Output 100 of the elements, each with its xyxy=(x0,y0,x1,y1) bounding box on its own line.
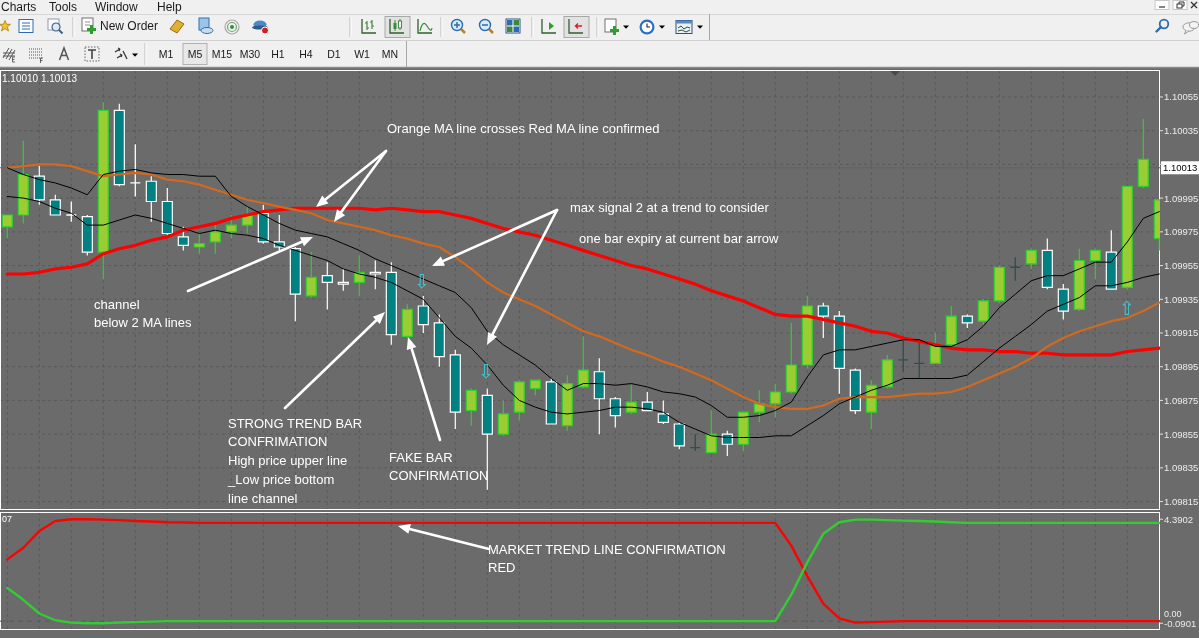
candlestick xyxy=(337,268,349,292)
candlestick xyxy=(625,384,637,415)
y-tick-label: 1.09835 xyxy=(1164,462,1199,474)
candlestick xyxy=(65,200,77,223)
candlestick xyxy=(497,399,509,437)
candlestick xyxy=(689,433,701,452)
y-tick-label: 1.09875 xyxy=(1164,394,1199,406)
annotation: Orange MA line crosses Red MA line confirmed xyxy=(387,120,660,136)
text: M30 xyxy=(239,48,261,60)
annotation: channel below 2 MA lines xyxy=(94,296,193,331)
candlestick xyxy=(993,264,1005,304)
annotation: ⇧ xyxy=(1118,296,1135,319)
candlestick xyxy=(817,302,829,339)
candlestick xyxy=(593,357,605,435)
y-tick-label: -0.0901 xyxy=(1164,617,1197,629)
candlestick xyxy=(577,335,589,390)
candlestick xyxy=(433,313,445,368)
candlestick xyxy=(465,388,477,427)
candlestick xyxy=(1057,283,1069,321)
annotation: one bar expiry at current bar arrow xyxy=(579,230,780,246)
candlestick xyxy=(401,303,413,339)
candlestick xyxy=(33,165,45,206)
candlestick xyxy=(257,204,269,245)
candlestick xyxy=(193,232,205,255)
candlestick xyxy=(961,313,973,329)
y-tick-label: 1.09995 xyxy=(1164,192,1199,204)
candlestick xyxy=(833,310,845,395)
y-tick-label: 1.09955 xyxy=(1164,260,1199,272)
candlestick xyxy=(545,377,557,425)
candlestick xyxy=(897,339,909,373)
y-tick-label: 1.09915 xyxy=(1164,327,1199,339)
candlestick xyxy=(209,224,221,255)
candlestick xyxy=(529,379,541,396)
candlestick xyxy=(417,295,429,334)
y-tick-label: 1.09815 xyxy=(1164,496,1199,508)
candlestick xyxy=(305,251,317,299)
candlestick xyxy=(673,421,685,450)
annotation: 1.10010 1.10013 xyxy=(2,72,78,84)
candlestick xyxy=(1121,185,1133,290)
candlestick xyxy=(369,259,381,290)
candlestick xyxy=(753,389,765,423)
text: H4 xyxy=(299,48,313,60)
annotation: max signal 2 at a trend to consider xyxy=(570,199,770,215)
annotation: STRONG TREND BAR CONFRIMATION High price upper line _Low price bottom line channel xyxy=(227,415,363,507)
candlestick xyxy=(705,409,717,454)
annotation: MARKET TREND LINE CONFIRMATION RED xyxy=(488,541,726,576)
candlestick xyxy=(177,226,189,251)
text: M5 xyxy=(187,48,203,60)
candlestick xyxy=(1009,256,1021,282)
candlestick xyxy=(353,254,365,297)
text: Charts xyxy=(1,0,37,14)
candlestick xyxy=(1,214,13,240)
candlestick xyxy=(513,379,525,422)
candlestick xyxy=(1105,229,1117,290)
candlestick xyxy=(1025,248,1037,270)
candlestick xyxy=(881,354,893,390)
y-tick-label: 1.09855 xyxy=(1164,428,1199,440)
candlestick xyxy=(785,322,797,395)
text: MN xyxy=(381,48,399,60)
candlestick xyxy=(1089,248,1101,280)
text: D1 xyxy=(327,48,341,60)
text: M1 xyxy=(158,48,174,60)
text: Help xyxy=(157,0,183,14)
y-tick-label: 1.09895 xyxy=(1164,361,1199,373)
candlestick xyxy=(721,430,733,457)
line-series xyxy=(6,195,1160,439)
text: H1 xyxy=(271,48,285,60)
candlestick xyxy=(1073,248,1085,312)
candlestick xyxy=(945,305,957,348)
text: Tools xyxy=(49,0,78,14)
candlestick xyxy=(225,214,237,240)
candlestick xyxy=(161,187,173,236)
ref-line-label: 0.00 xyxy=(1164,609,1182,620)
y-tick-label: 4.3902 xyxy=(1164,513,1194,525)
y-tick-label: 1.10055 xyxy=(1164,91,1199,103)
candlestick xyxy=(737,411,749,452)
y-tick-label: 1.10035 xyxy=(1164,125,1199,137)
candlestick xyxy=(1137,118,1149,189)
candlestick xyxy=(449,349,461,430)
text: M15 xyxy=(211,48,233,60)
candlestick xyxy=(145,175,157,223)
text: Window xyxy=(95,0,139,14)
y-tick-label: 1.09935 xyxy=(1164,293,1199,305)
annotation: ⇩ xyxy=(478,359,494,382)
text: W1 xyxy=(354,48,371,60)
candlestick xyxy=(801,295,813,369)
candlestick xyxy=(657,399,669,425)
candlestick xyxy=(561,374,573,432)
annotation: 07 xyxy=(2,514,13,524)
candlestick xyxy=(849,367,861,415)
candlestick xyxy=(977,298,989,326)
candlestick xyxy=(289,246,301,322)
candlestick xyxy=(17,140,29,225)
candlestick xyxy=(385,261,397,346)
y-tick-label: 1.09975 xyxy=(1164,226,1199,238)
candlestick xyxy=(113,103,125,187)
candlestick xyxy=(129,143,141,198)
candlestick xyxy=(1041,237,1053,290)
ref-line-label: 1.10013 xyxy=(1163,162,1198,174)
candlestick xyxy=(769,382,781,418)
